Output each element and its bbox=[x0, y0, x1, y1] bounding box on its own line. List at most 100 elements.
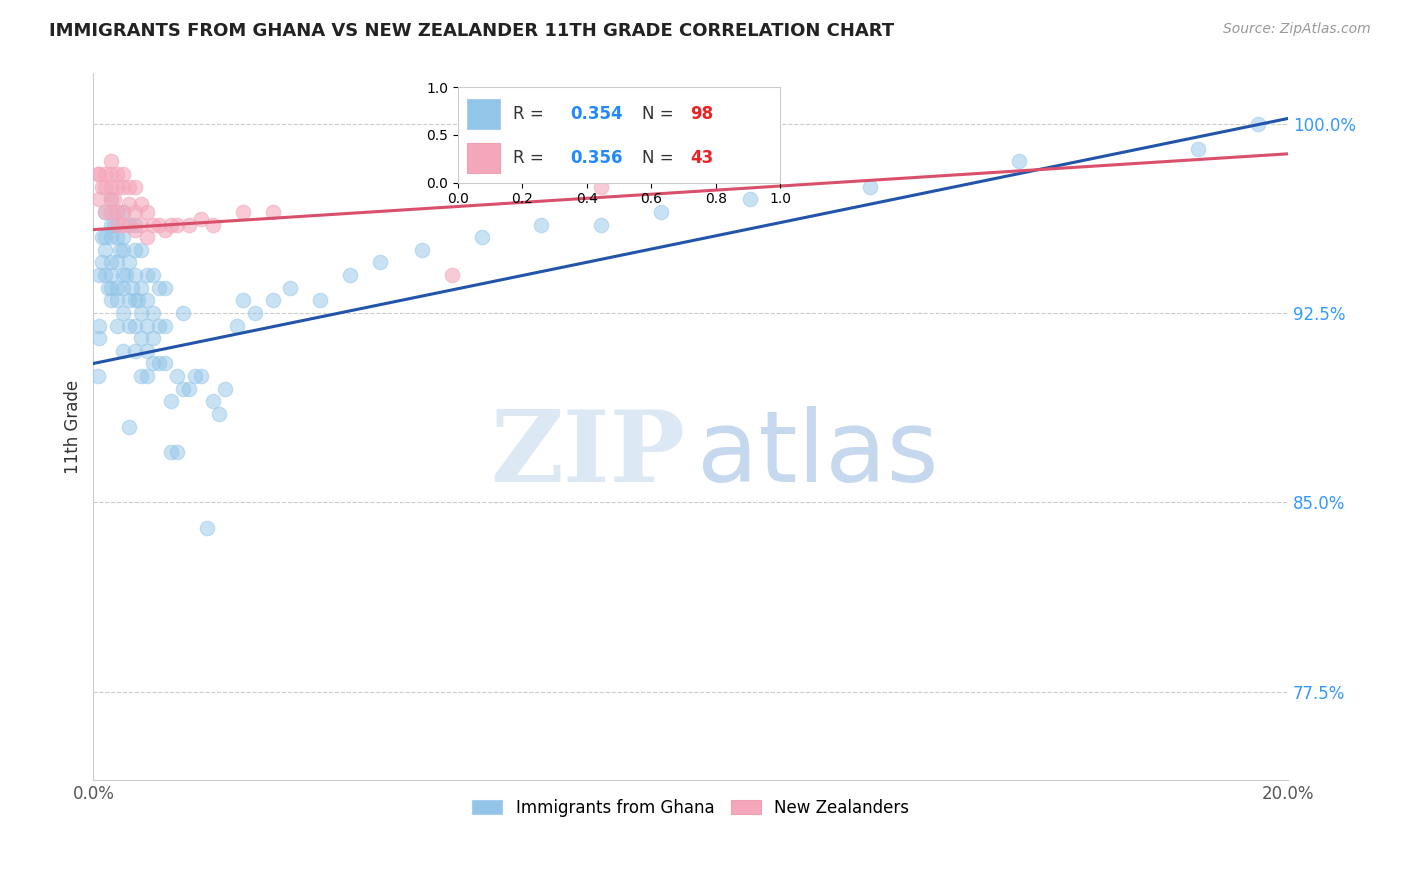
Point bbox=[94, 243, 117, 257]
Point bbox=[118, 318, 141, 333]
Point bbox=[136, 268, 159, 282]
Point bbox=[232, 293, 254, 308]
Point bbox=[148, 318, 170, 333]
Point bbox=[112, 243, 135, 257]
Text: ZIP: ZIP bbox=[489, 407, 685, 503]
Point bbox=[148, 281, 170, 295]
Point bbox=[190, 212, 212, 227]
Point bbox=[87, 167, 110, 181]
Point bbox=[530, 218, 553, 232]
Point bbox=[136, 205, 159, 219]
Point bbox=[112, 343, 135, 358]
Point bbox=[129, 218, 152, 232]
Point bbox=[124, 343, 146, 358]
Point bbox=[91, 230, 114, 244]
Point bbox=[89, 192, 111, 206]
Point bbox=[153, 222, 176, 236]
Point bbox=[112, 179, 135, 194]
Point bbox=[105, 179, 128, 194]
Point bbox=[160, 394, 183, 409]
Text: atlas: atlas bbox=[696, 407, 938, 503]
Point bbox=[124, 218, 146, 232]
Point bbox=[89, 318, 111, 333]
Point bbox=[94, 179, 117, 194]
Point bbox=[201, 394, 224, 409]
Point bbox=[153, 318, 176, 333]
Point bbox=[148, 356, 170, 370]
Point bbox=[740, 192, 762, 206]
Point bbox=[100, 281, 122, 295]
Point bbox=[124, 205, 146, 219]
Point bbox=[103, 192, 125, 206]
Point bbox=[118, 218, 141, 232]
Point bbox=[118, 179, 141, 194]
Point bbox=[129, 281, 152, 295]
Point bbox=[172, 382, 194, 396]
Point bbox=[153, 281, 176, 295]
Point bbox=[148, 218, 170, 232]
Point bbox=[105, 218, 128, 232]
Point bbox=[136, 318, 159, 333]
Point bbox=[108, 243, 131, 257]
Point bbox=[129, 369, 152, 384]
Point bbox=[280, 281, 302, 295]
Point bbox=[100, 179, 122, 194]
Point bbox=[118, 255, 141, 269]
Point bbox=[142, 306, 165, 320]
Point bbox=[100, 268, 122, 282]
Point bbox=[177, 218, 200, 232]
Point bbox=[118, 293, 141, 308]
Y-axis label: 11th Grade: 11th Grade bbox=[65, 380, 82, 474]
Point bbox=[105, 255, 128, 269]
Point bbox=[589, 179, 612, 194]
Point bbox=[94, 268, 117, 282]
Point bbox=[136, 369, 159, 384]
Point bbox=[172, 306, 194, 320]
Point bbox=[368, 255, 391, 269]
Point bbox=[859, 179, 882, 194]
Point bbox=[112, 205, 135, 219]
Point bbox=[105, 167, 128, 181]
Point bbox=[1187, 142, 1209, 156]
Point bbox=[339, 268, 361, 282]
Point bbox=[124, 293, 146, 308]
Point bbox=[142, 356, 165, 370]
Point bbox=[105, 318, 128, 333]
Legend: Immigrants from Ghana, New Zealanders: Immigrants from Ghana, New Zealanders bbox=[464, 790, 918, 825]
Point bbox=[91, 179, 114, 194]
Point bbox=[411, 243, 433, 257]
Point bbox=[124, 318, 146, 333]
Point bbox=[105, 205, 128, 219]
Point bbox=[112, 230, 135, 244]
Point bbox=[225, 318, 247, 333]
Point bbox=[100, 167, 122, 181]
Point bbox=[124, 222, 146, 236]
Point bbox=[100, 230, 122, 244]
Point bbox=[97, 281, 120, 295]
Point bbox=[105, 293, 128, 308]
Point bbox=[136, 230, 159, 244]
Point bbox=[89, 331, 111, 345]
Point bbox=[190, 369, 212, 384]
Point bbox=[471, 230, 494, 244]
Point bbox=[124, 179, 146, 194]
Point bbox=[121, 281, 143, 295]
Point bbox=[118, 218, 141, 232]
Point bbox=[127, 293, 149, 308]
Point bbox=[589, 218, 612, 232]
Point bbox=[118, 419, 141, 434]
Point bbox=[100, 255, 122, 269]
Point bbox=[440, 268, 463, 282]
Point bbox=[100, 192, 122, 206]
Point bbox=[94, 167, 117, 181]
Point bbox=[136, 293, 159, 308]
Point bbox=[184, 369, 207, 384]
Point bbox=[94, 205, 117, 219]
Point bbox=[160, 218, 183, 232]
Point bbox=[136, 343, 159, 358]
Point bbox=[142, 268, 165, 282]
Point bbox=[100, 154, 122, 169]
Point bbox=[177, 382, 200, 396]
Point bbox=[112, 167, 135, 181]
Point bbox=[142, 218, 165, 232]
